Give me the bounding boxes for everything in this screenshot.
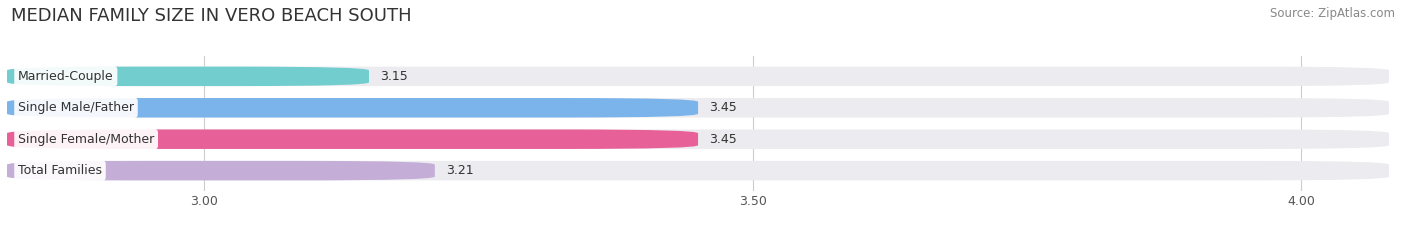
Text: Married-Couple: Married-Couple [18,70,114,83]
Text: 3.21: 3.21 [446,164,474,177]
FancyBboxPatch shape [7,161,434,180]
Text: 3.45: 3.45 [709,101,737,114]
FancyBboxPatch shape [7,67,1389,86]
Text: Total Families: Total Families [18,164,103,177]
Text: Single Female/Mother: Single Female/Mother [18,133,155,146]
Text: 3.45: 3.45 [709,133,737,146]
FancyBboxPatch shape [7,161,1389,180]
Text: Source: ZipAtlas.com: Source: ZipAtlas.com [1270,7,1395,20]
Text: MEDIAN FAMILY SIZE IN VERO BEACH SOUTH: MEDIAN FAMILY SIZE IN VERO BEACH SOUTH [11,7,412,25]
FancyBboxPatch shape [7,130,699,149]
FancyBboxPatch shape [7,130,1389,149]
Text: Single Male/Father: Single Male/Father [18,101,134,114]
FancyBboxPatch shape [7,98,699,117]
FancyBboxPatch shape [7,98,1389,117]
FancyBboxPatch shape [7,67,368,86]
Text: 3.15: 3.15 [380,70,408,83]
